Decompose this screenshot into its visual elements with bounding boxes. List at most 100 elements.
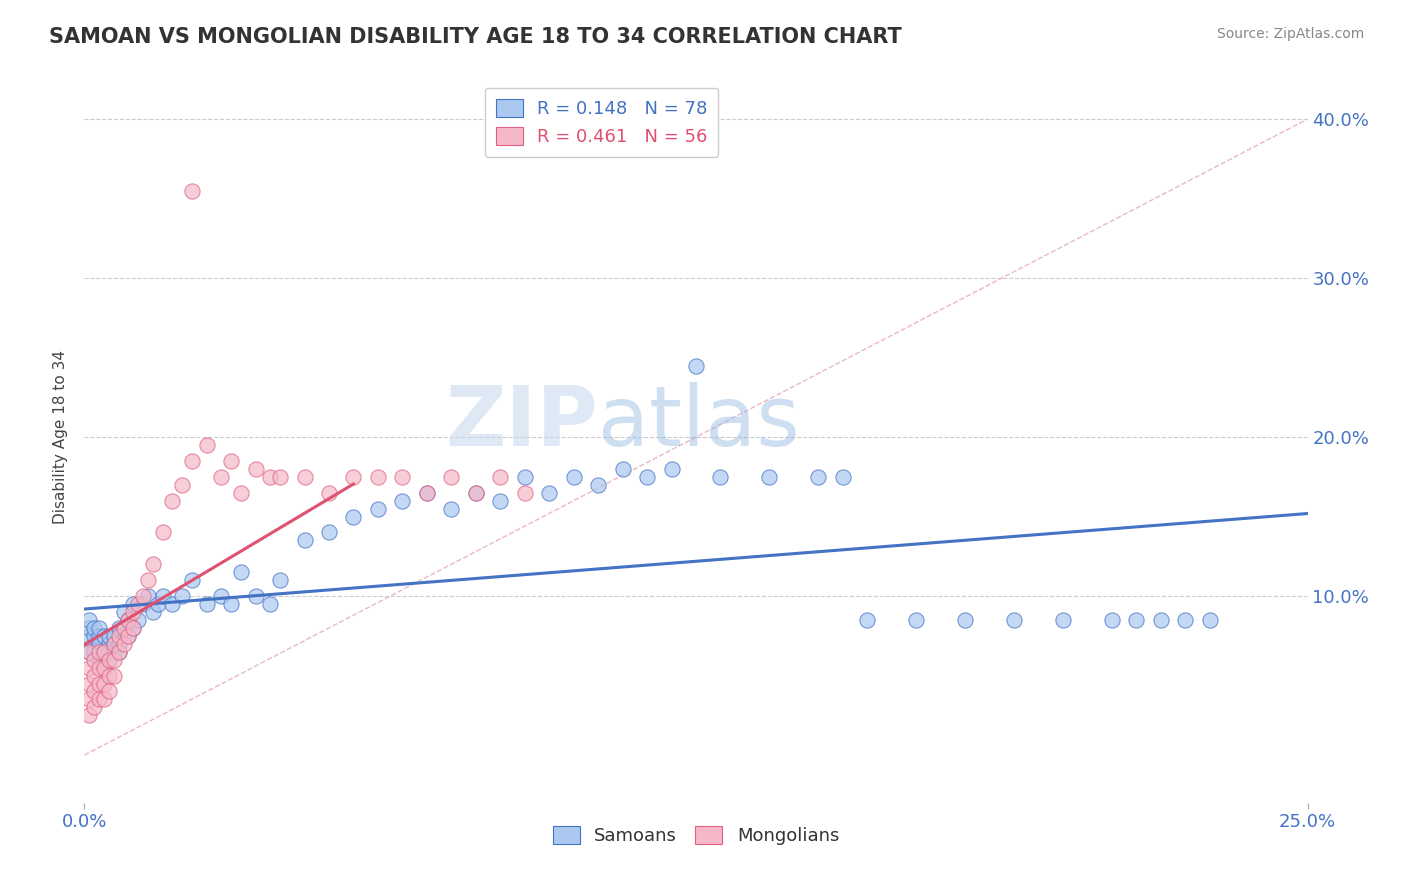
Point <box>122 621 145 635</box>
Point <box>83 621 105 635</box>
Point <box>464 485 486 500</box>
Point <box>93 645 115 659</box>
Point <box>294 533 316 548</box>
Point <box>93 645 115 659</box>
Point <box>87 621 110 635</box>
Point <box>117 613 139 627</box>
Point <box>219 454 242 468</box>
Point <box>107 645 129 659</box>
Point <box>132 589 155 603</box>
Point <box>146 597 169 611</box>
Point <box>107 629 129 643</box>
Point <box>93 660 115 674</box>
Point <box>152 525 174 540</box>
Point <box>391 470 413 484</box>
Point <box>367 501 389 516</box>
Point <box>195 438 218 452</box>
Point <box>107 637 129 651</box>
Point <box>342 470 364 484</box>
Point <box>807 470 830 484</box>
Point <box>391 493 413 508</box>
Point <box>77 645 100 659</box>
Point <box>122 621 145 635</box>
Point <box>117 629 139 643</box>
Point <box>416 485 439 500</box>
Point <box>107 621 129 635</box>
Point <box>83 668 105 682</box>
Point <box>367 470 389 484</box>
Point <box>905 613 928 627</box>
Point <box>97 629 120 643</box>
Point <box>122 597 145 611</box>
Point <box>112 605 135 619</box>
Point <box>103 645 125 659</box>
Point <box>440 470 463 484</box>
Point <box>172 477 194 491</box>
Point <box>245 462 267 476</box>
Point <box>97 653 120 667</box>
Point <box>1174 613 1197 627</box>
Point <box>489 470 512 484</box>
Point <box>103 637 125 651</box>
Point <box>87 660 110 674</box>
Point <box>172 589 194 603</box>
Point <box>112 621 135 635</box>
Point <box>136 573 159 587</box>
Point <box>661 462 683 476</box>
Text: atlas: atlas <box>598 382 800 463</box>
Point <box>117 613 139 627</box>
Point <box>97 653 120 667</box>
Point <box>685 359 707 373</box>
Point <box>342 509 364 524</box>
Point <box>87 637 110 651</box>
Point <box>562 470 585 484</box>
Point <box>87 645 110 659</box>
Text: ZIP: ZIP <box>446 382 598 463</box>
Point <box>83 653 105 667</box>
Point <box>953 613 976 627</box>
Point <box>269 573 291 587</box>
Point <box>93 660 115 674</box>
Point <box>142 558 165 572</box>
Legend: Samoans, Mongolians: Samoans, Mongolians <box>546 819 846 852</box>
Point <box>127 597 149 611</box>
Point <box>636 470 658 484</box>
Point <box>440 501 463 516</box>
Point <box>87 629 110 643</box>
Point <box>464 485 486 500</box>
Point <box>318 525 340 540</box>
Point <box>77 692 100 706</box>
Point <box>181 184 204 198</box>
Point <box>77 708 100 723</box>
Point <box>1150 613 1173 627</box>
Point <box>77 660 100 674</box>
Point <box>1101 613 1123 627</box>
Point <box>127 613 149 627</box>
Point <box>122 605 145 619</box>
Point <box>229 485 252 500</box>
Point <box>586 477 609 491</box>
Point <box>612 462 634 476</box>
Point <box>513 485 536 500</box>
Point <box>416 485 439 500</box>
Point <box>83 637 105 651</box>
Point <box>93 692 115 706</box>
Point <box>77 645 100 659</box>
Point <box>83 645 105 659</box>
Point <box>97 645 120 659</box>
Point <box>856 613 879 627</box>
Point <box>93 676 115 690</box>
Point <box>229 566 252 580</box>
Point <box>93 629 115 643</box>
Point <box>538 485 561 500</box>
Point <box>195 597 218 611</box>
Point <box>318 485 340 500</box>
Point <box>103 668 125 682</box>
Point <box>294 470 316 484</box>
Point <box>1198 613 1220 627</box>
Point <box>162 597 184 611</box>
Point <box>97 637 120 651</box>
Point <box>162 493 184 508</box>
Point <box>103 653 125 667</box>
Point <box>112 637 135 651</box>
